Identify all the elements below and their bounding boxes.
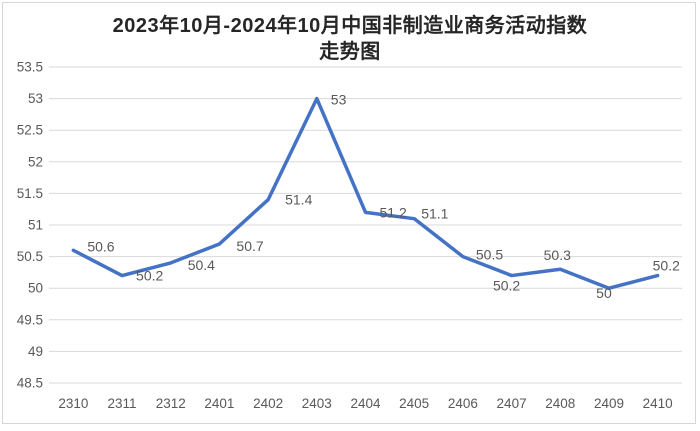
data-label: 50.2 [653,258,680,274]
data-label: 50.7 [236,238,263,254]
data-label: 50.2 [493,278,520,294]
x-axis-tick-label: 2311 [108,396,137,411]
series-line [71,96,660,290]
y-axis-tick-label: 53.5 [17,60,43,75]
y-axis-tick-label: 52.5 [17,123,43,138]
x-axis-tick-label: 2404 [350,396,381,411]
data-label: 51.4 [285,192,312,208]
x-axis-tick-label: 2405 [399,396,429,411]
y-axis-tick-label: 53 [28,91,43,106]
data-label: 53 [331,92,347,108]
x-axis-tick-label: 2410 [643,396,673,411]
y-axis-tick-label: 50 [28,281,43,296]
data-label: 50.5 [476,247,503,263]
data-label: 51.2 [380,204,407,220]
x-axis-tick-label: 2407 [497,396,527,411]
x-axis-tick-label: 2403 [302,396,332,411]
data-label: 50.3 [544,247,571,263]
chart-frame-border [2,2,696,424]
data-label: 50.2 [136,268,163,284]
x-axis-tick-label: 2312 [156,396,186,411]
y-axis-tick-label: 52 [28,154,43,169]
x-axis-tick-label: 2406 [448,396,478,411]
y-axis-tick-label: 49 [28,344,43,359]
y-axis-tick-label: 51.5 [17,186,43,201]
y-axis-tick-label: 49.5 [17,312,43,327]
x-axis-tick-label: 2409 [594,396,624,411]
y-axis-tick-label: 51 [28,218,43,233]
data-label: 50.4 [188,257,215,273]
chart-title: 2023年10月-2024年10月中国非制造业商务活动指数 走势图 [0,13,700,65]
y-axis-tick-label: 50.5 [17,249,43,264]
chart-title-line-1: 2023年10月-2024年10月中国非制造业商务活动指数 [112,15,588,37]
chart-title-line-2: 走势图 [319,41,381,63]
data-label: 50.6 [87,238,114,254]
x-axis-tick-label: 2402 [253,396,283,411]
x-axis-tick-label: 2401 [204,396,234,411]
x-axis-tick-label: 2310 [58,396,88,411]
data-label: 50 [596,285,612,301]
data-label: 51.1 [421,206,448,222]
y-axis-tick-label: 48.5 [17,376,43,391]
x-axis-tick-label: 2408 [545,396,575,411]
